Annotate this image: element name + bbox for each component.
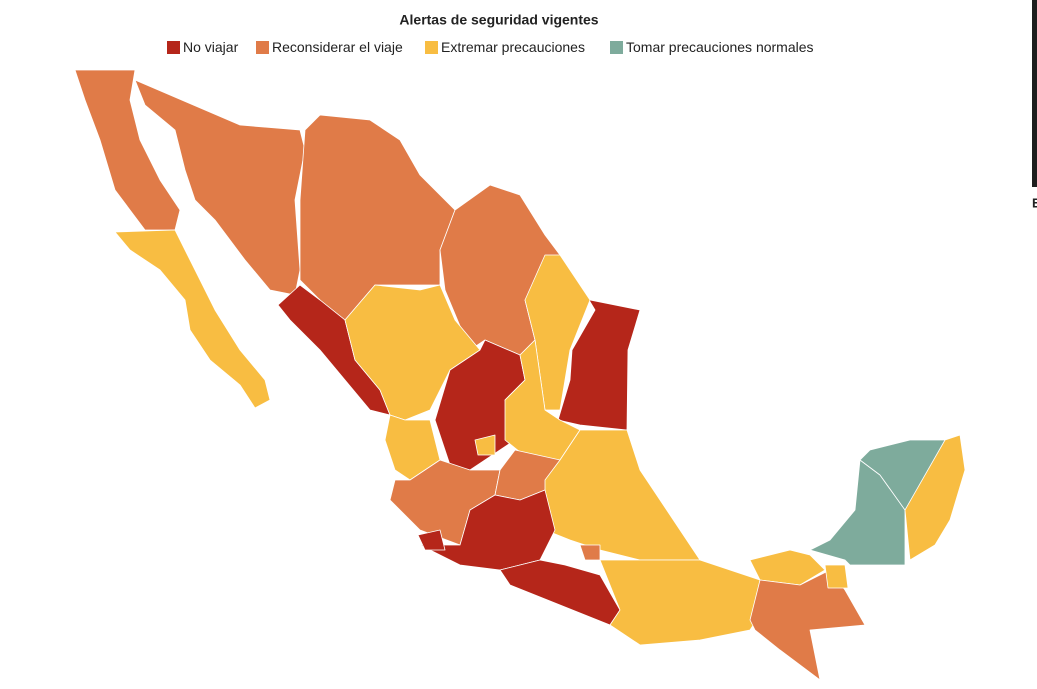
state xyxy=(417,529,446,551)
state xyxy=(134,79,306,296)
legend-swatch xyxy=(167,41,180,54)
state xyxy=(824,564,849,589)
legend-label: Extremar precauciones xyxy=(441,39,585,55)
state xyxy=(544,429,701,561)
state xyxy=(114,229,271,409)
edge-panel xyxy=(1032,0,1037,187)
legend-swatch xyxy=(256,41,269,54)
states xyxy=(74,69,966,681)
state xyxy=(499,559,621,626)
state xyxy=(74,69,181,231)
legend-swatch xyxy=(425,41,438,54)
state xyxy=(557,259,641,431)
state xyxy=(474,434,496,456)
state xyxy=(749,569,866,681)
state xyxy=(524,254,591,411)
state xyxy=(579,544,601,561)
state xyxy=(904,434,966,561)
legend: No viajar Reconsiderar el viaje Extremar p… xyxy=(167,39,814,55)
legend-label: No viajar xyxy=(183,39,239,55)
state xyxy=(599,559,771,646)
legend-swatch xyxy=(610,41,623,54)
legend-label: Reconsiderar el viaje xyxy=(272,39,403,55)
edge-text: E xyxy=(1032,195,1037,210)
map-title: Alertas de seguridad vigentes xyxy=(399,12,598,28)
legend-label: Tomar precauciones normales xyxy=(626,39,814,55)
